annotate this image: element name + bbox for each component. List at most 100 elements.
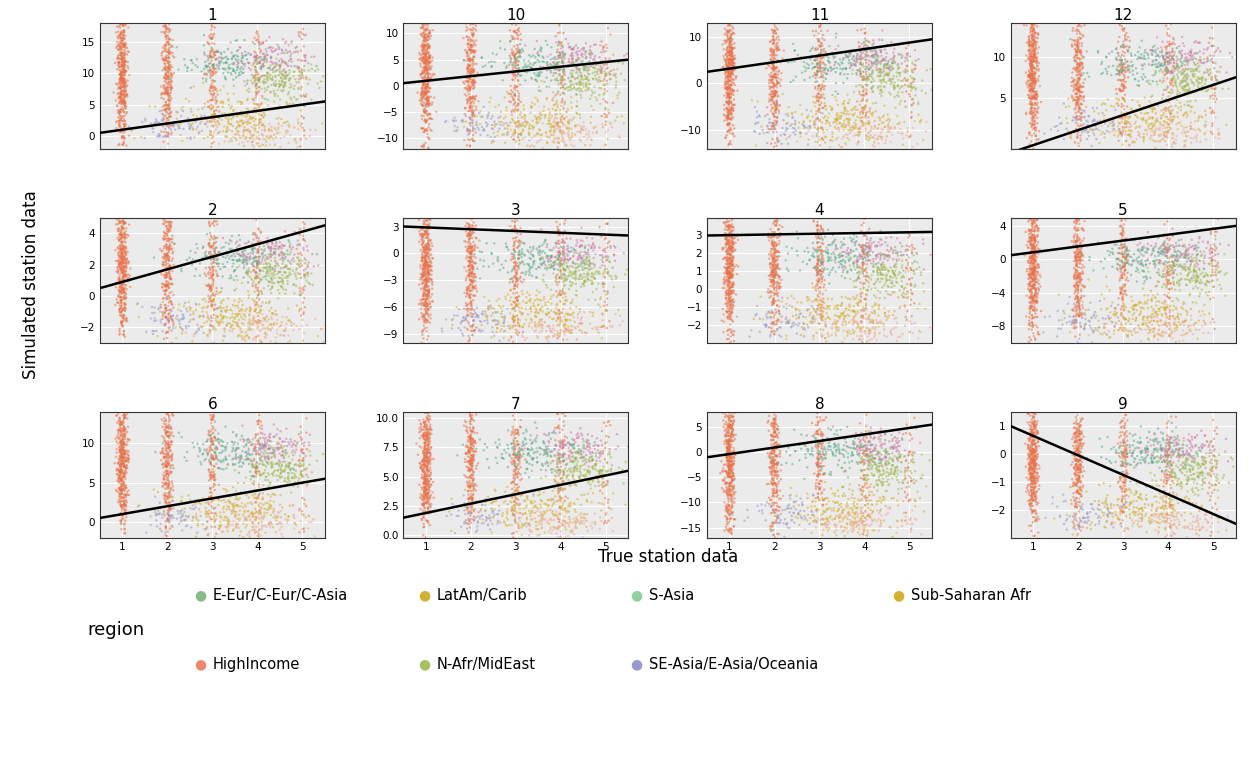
Point [565, 517, 585, 529]
Point [1177, 327, 1197, 339]
Point [218, 61, 238, 74]
Point [778, 518, 797, 531]
Point [418, 141, 438, 154]
Point [418, 270, 438, 282]
Point [464, 98, 484, 110]
Point [285, 464, 305, 476]
Point [462, 266, 482, 278]
Point [197, 116, 217, 128]
Point [271, 440, 291, 452]
Point [1020, 251, 1040, 263]
Point [158, 455, 178, 467]
Point [1152, 122, 1172, 134]
Point [900, 480, 920, 492]
Point [261, 495, 281, 507]
Point [721, 455, 741, 468]
Point [1116, 318, 1136, 330]
Point [1113, 505, 1133, 518]
Point [208, 116, 228, 128]
Point [114, 492, 134, 504]
Point [1114, 452, 1134, 465]
Point [1025, 465, 1045, 478]
Point [198, 217, 218, 230]
Point [463, 451, 483, 463]
Point [550, 494, 570, 506]
Point [520, 313, 540, 326]
Point [115, 91, 135, 103]
Point [542, 110, 562, 122]
Point [156, 242, 176, 254]
Point [475, 438, 495, 450]
Point [1158, 80, 1178, 92]
Point [1122, 137, 1142, 149]
Point [766, 115, 786, 127]
Point [718, 422, 738, 434]
Point [1183, 283, 1203, 295]
Point [1025, 254, 1045, 266]
Point [812, 81, 832, 93]
Point [1070, 300, 1090, 313]
Point [252, 296, 272, 309]
Point [549, 451, 569, 463]
Point [1118, 45, 1138, 57]
Point [840, 300, 860, 313]
Point [724, 520, 744, 532]
Point [1131, 448, 1151, 460]
Point [857, 40, 877, 52]
Point [769, 314, 789, 326]
Point [240, 332, 260, 344]
Point [862, 499, 882, 511]
Point [260, 442, 280, 455]
Point [505, 263, 525, 275]
Point [417, 492, 437, 504]
Point [1139, 74, 1159, 87]
Point [876, 55, 896, 67]
Point [763, 316, 782, 329]
Point [513, 45, 533, 58]
Point [155, 452, 175, 464]
Point [723, 38, 743, 51]
Point [1094, 326, 1114, 339]
Point [416, 294, 436, 306]
Point [248, 444, 268, 456]
Point [548, 224, 568, 237]
Point [111, 95, 131, 108]
Point [268, 518, 288, 530]
Point [766, 485, 786, 497]
Point [292, 444, 312, 456]
Point [504, 315, 524, 327]
Point [569, 249, 589, 261]
Point [417, 95, 437, 108]
Point [859, 240, 879, 252]
Point [1177, 453, 1197, 465]
Point [504, 426, 524, 439]
Point [1169, 40, 1189, 52]
Point [202, 299, 222, 311]
Point [252, 256, 272, 268]
Point [552, 74, 572, 86]
Point [504, 237, 524, 250]
Point [514, 318, 534, 330]
Point [872, 123, 892, 135]
Point [497, 104, 517, 117]
Point [418, 517, 438, 529]
Point [905, 73, 925, 85]
Point [228, 240, 248, 252]
Point [160, 122, 180, 134]
Point [580, 117, 600, 129]
Point [600, 449, 620, 461]
Point [548, 57, 568, 69]
Point [855, 83, 875, 95]
Point [537, 127, 557, 139]
Point [109, 496, 129, 508]
Point [764, 263, 784, 275]
Point [472, 246, 492, 258]
Point [290, 65, 310, 78]
Point [719, 220, 739, 232]
Point [1159, 449, 1179, 461]
Point [114, 41, 134, 54]
Point [720, 252, 740, 264]
Point [763, 474, 782, 486]
Point [155, 215, 175, 227]
Point [769, 223, 789, 236]
